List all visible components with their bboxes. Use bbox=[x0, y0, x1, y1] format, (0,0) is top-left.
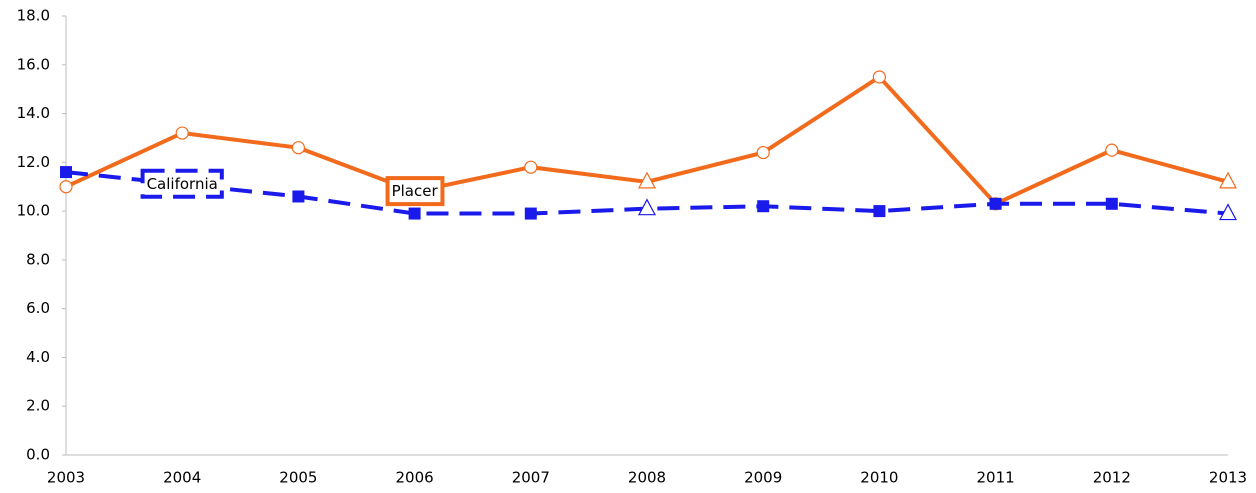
point bbox=[524, 207, 537, 220]
point bbox=[1219, 171, 1237, 189]
point bbox=[292, 190, 305, 203]
point bbox=[1105, 143, 1119, 157]
y-tick-label: 6.0 bbox=[26, 299, 50, 317]
y-tick-label: 10.0 bbox=[17, 202, 50, 220]
x-tick-label: 2013 bbox=[1209, 469, 1247, 487]
x-tick-label: 2005 bbox=[279, 469, 317, 487]
y-tick-label: 12.0 bbox=[17, 153, 50, 171]
x-tick-label: 2008 bbox=[628, 469, 666, 487]
x-tick-label: 2004 bbox=[163, 469, 201, 487]
point bbox=[757, 200, 770, 213]
series-label-text: California bbox=[147, 175, 218, 193]
point bbox=[756, 145, 770, 160]
point bbox=[989, 197, 1002, 210]
point bbox=[60, 166, 72, 179]
x-tick-label: 2010 bbox=[860, 469, 898, 487]
x-tick-label: 2011 bbox=[977, 469, 1015, 487]
y-tick-label: 18.0 bbox=[17, 7, 50, 25]
point bbox=[1219, 203, 1237, 221]
series-label: Placer bbox=[385, 176, 445, 207]
point bbox=[638, 198, 656, 216]
point bbox=[524, 160, 538, 174]
y-tick-label: 8.0 bbox=[26, 250, 50, 268]
series-line bbox=[65, 170, 1229, 216]
point bbox=[175, 126, 189, 140]
series-label-box bbox=[140, 168, 224, 199]
x-tick-label: 2009 bbox=[744, 469, 782, 487]
point bbox=[408, 207, 421, 220]
point bbox=[873, 205, 886, 218]
y-tick-label: 0.0 bbox=[26, 446, 50, 464]
point bbox=[638, 171, 656, 189]
series-label-text: Placer bbox=[392, 182, 439, 200]
series-label: California bbox=[140, 168, 224, 199]
point bbox=[1105, 197, 1118, 210]
y-tick-label: 16.0 bbox=[17, 55, 50, 73]
x-tick-label: 2003 bbox=[47, 469, 85, 487]
x-tick-label: 2012 bbox=[1093, 469, 1131, 487]
point bbox=[291, 141, 305, 155]
series-label-box bbox=[385, 176, 445, 207]
point bbox=[872, 70, 887, 84]
y-tick-label: 2.0 bbox=[26, 397, 50, 415]
point bbox=[59, 180, 73, 194]
y-tick-label: 14.0 bbox=[17, 104, 50, 122]
x-tick-label: 2007 bbox=[512, 469, 550, 487]
x-tick-label: 2006 bbox=[396, 469, 434, 487]
y-tick-label: 4.0 bbox=[26, 348, 50, 366]
